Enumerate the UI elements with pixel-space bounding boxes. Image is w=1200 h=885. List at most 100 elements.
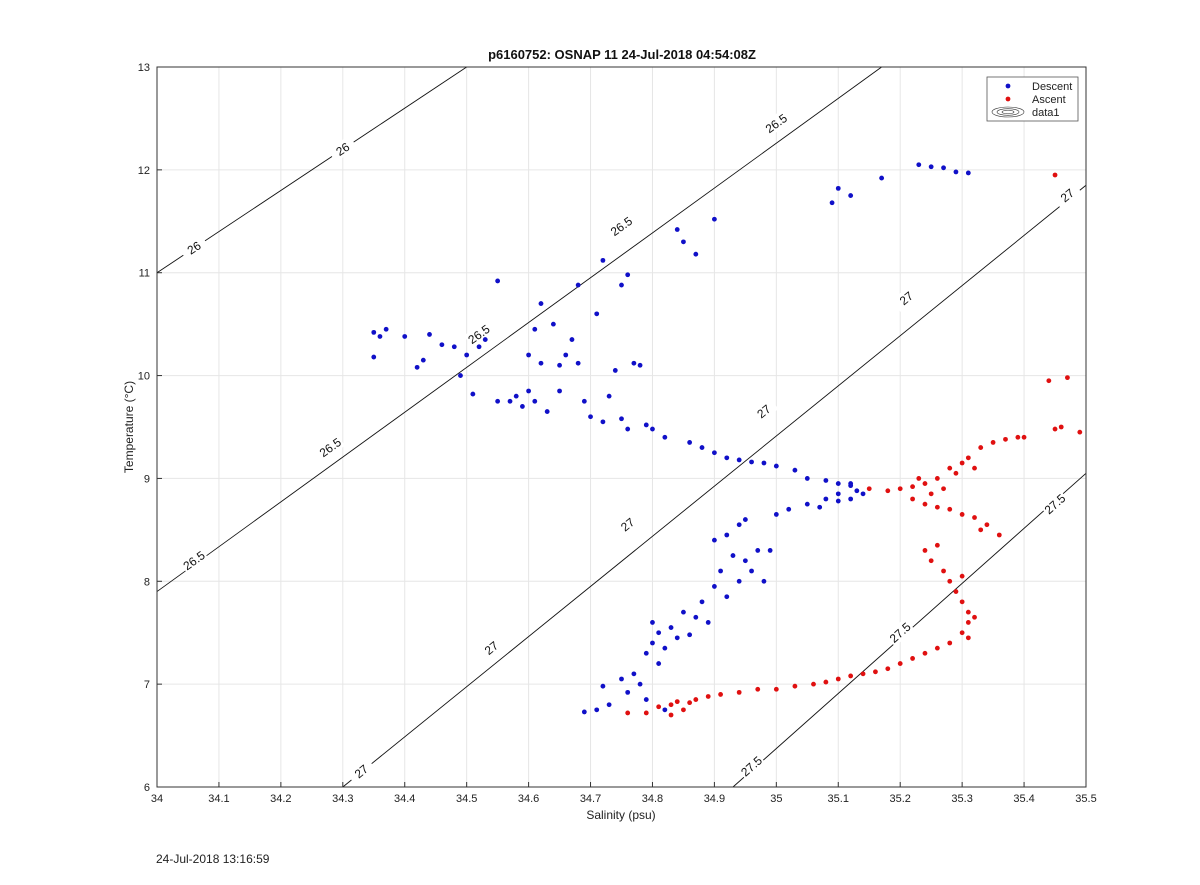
legend-descent-marker (1005, 83, 1011, 89)
ascent-point (885, 488, 891, 494)
ascent-point (928, 491, 934, 497)
descent-point (854, 488, 860, 494)
descent-point (835, 498, 841, 504)
ascent-point (934, 504, 940, 510)
descent-point (507, 398, 513, 404)
contour-label-bg (315, 433, 346, 461)
density-contours: 262626.526.526.526.526.527272727272727.5… (156, 66, 1087, 788)
descent-point (674, 635, 680, 641)
contour-line-27 (342, 184, 1087, 788)
descent-point (377, 334, 383, 339)
ascent-point (928, 558, 934, 564)
ascent-point (705, 694, 711, 699)
descent-point (650, 620, 655, 625)
descent-point (625, 689, 631, 695)
descent-point (674, 227, 680, 232)
descent-point (668, 625, 674, 630)
descent-point (532, 326, 538, 332)
ascent-point (965, 609, 971, 615)
contour-label-bg (178, 234, 209, 262)
descent-point (383, 326, 389, 332)
ascent-point (965, 455, 971, 461)
descent-point (451, 344, 457, 350)
ascent-point (1052, 172, 1058, 178)
x-tick-label: 35 (770, 793, 782, 805)
ascent-point (1058, 424, 1064, 430)
descent-point (625, 272, 631, 278)
descent-point (724, 594, 730, 600)
descent-point (612, 368, 618, 373)
descent-point (619, 416, 624, 422)
contour-label-bg (748, 397, 779, 426)
descent-point (804, 501, 810, 507)
descent-point (557, 362, 562, 368)
ascent-point (1003, 436, 1008, 442)
ascent-point (643, 710, 649, 716)
y-tick-label: 13 (138, 62, 150, 74)
descent-point (600, 257, 606, 263)
descent-point (724, 532, 730, 538)
descent-point (643, 422, 649, 428)
descent-point (520, 404, 525, 409)
descent-point (470, 391, 476, 397)
descent-point (761, 460, 767, 466)
ascent-point (668, 702, 674, 708)
descent-point (786, 506, 792, 512)
descent-point (705, 620, 711, 625)
descent-point (606, 393, 612, 399)
descent-point (476, 344, 482, 350)
descent-point (414, 364, 420, 370)
descent-point (730, 553, 736, 558)
plot-frame (156, 66, 1087, 788)
descent-point (495, 278, 501, 284)
contour-label-bg (463, 320, 494, 348)
ascent-point (972, 465, 977, 471)
x-tick-label: 34.3 (332, 793, 353, 805)
y-tick-label: 9 (144, 473, 150, 485)
descent-point (767, 548, 773, 553)
descent-point (835, 481, 841, 486)
ascent-point (755, 686, 761, 692)
ascent-point (860, 671, 866, 677)
ascent-point (656, 704, 662, 710)
descent-point (371, 329, 377, 335)
ascent-point (947, 465, 953, 471)
descent-point (569, 337, 575, 342)
descent-point (848, 496, 854, 502)
contour-label-bg (1052, 181, 1082, 210)
ascent-point (1046, 378, 1052, 384)
descent-point (600, 683, 606, 689)
ascent-point (990, 440, 996, 445)
descent-point (742, 558, 748, 564)
descent-point (538, 301, 544, 306)
descent-point (495, 398, 501, 404)
descent-point (402, 334, 408, 339)
descent-point (563, 352, 569, 358)
ascent-point (916, 476, 922, 481)
y-tick-label: 10 (138, 371, 150, 383)
descent-point (718, 568, 723, 574)
descent-point (662, 434, 668, 440)
descent-point (699, 445, 705, 450)
ascent-point (693, 697, 699, 702)
y-tick-label: 8 (144, 576, 150, 588)
x-tick-label: 34.8 (642, 793, 663, 805)
contour-label-bg (761, 109, 791, 137)
descent-point (544, 409, 550, 414)
descent-point (631, 360, 637, 366)
ascent-point (1077, 429, 1083, 435)
ascent-point (823, 679, 829, 685)
x-tick-label: 34.4 (394, 793, 415, 805)
descent-point (687, 440, 693, 445)
ascent-point (885, 666, 891, 672)
contour-label-bg (346, 757, 376, 786)
ascent-point (897, 486, 903, 492)
legend: Descent Ascent data1 (986, 76, 1079, 122)
ascent-point (922, 501, 928, 507)
ascent-point (947, 578, 953, 584)
ascent-point (959, 512, 965, 517)
ascent-point (941, 568, 946, 574)
ascent-point (625, 710, 631, 716)
ascent-point (965, 635, 971, 641)
descent-point (637, 681, 643, 687)
